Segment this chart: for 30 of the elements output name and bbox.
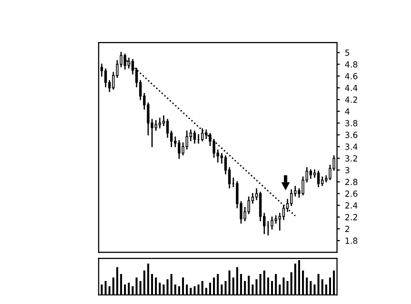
candlestick — [104, 68, 107, 88]
candlestick — [201, 128, 204, 142]
y-tick-label: 3.2 — [345, 155, 358, 162]
candlestick — [317, 170, 320, 188]
y-tick-label: 4.8 — [345, 61, 358, 68]
candlestick — [158, 118, 162, 128]
candlestick — [212, 138, 216, 158]
y-tick-label: 2.2 — [345, 214, 358, 220]
y-tick-label: 3.4 — [345, 144, 358, 150]
candlestick — [290, 189, 293, 206]
candlestick — [193, 130, 196, 144]
candlestick — [166, 118, 169, 138]
candlestick — [128, 58, 130, 68]
y-tick-label: 2 — [345, 226, 350, 232]
candlestick — [204, 129, 208, 139]
y-tick-label: 3 — [345, 167, 350, 174]
y-tick-label: 2.6 — [345, 190, 358, 197]
candlestick — [186, 130, 188, 150]
y-tick-label: 4.4 — [345, 84, 358, 91]
y-tick-label: 2.8 — [345, 178, 358, 186]
y-tick-label: 3.6 — [345, 132, 358, 138]
y-tick-label: 4 — [345, 108, 350, 114]
y-tick-label: 2.4 — [345, 202, 358, 208]
y-tick-label: 3.8 — [345, 120, 358, 126]
y-tick-label: 1.8 — [346, 238, 358, 244]
candlestick — [178, 140, 180, 159]
y-tick-label: 4.6 — [345, 73, 358, 80]
candlestick — [154, 120, 158, 131]
y-tick-label: 5 — [345, 50, 350, 56]
y-tick-label: 4.2 — [345, 96, 358, 103]
